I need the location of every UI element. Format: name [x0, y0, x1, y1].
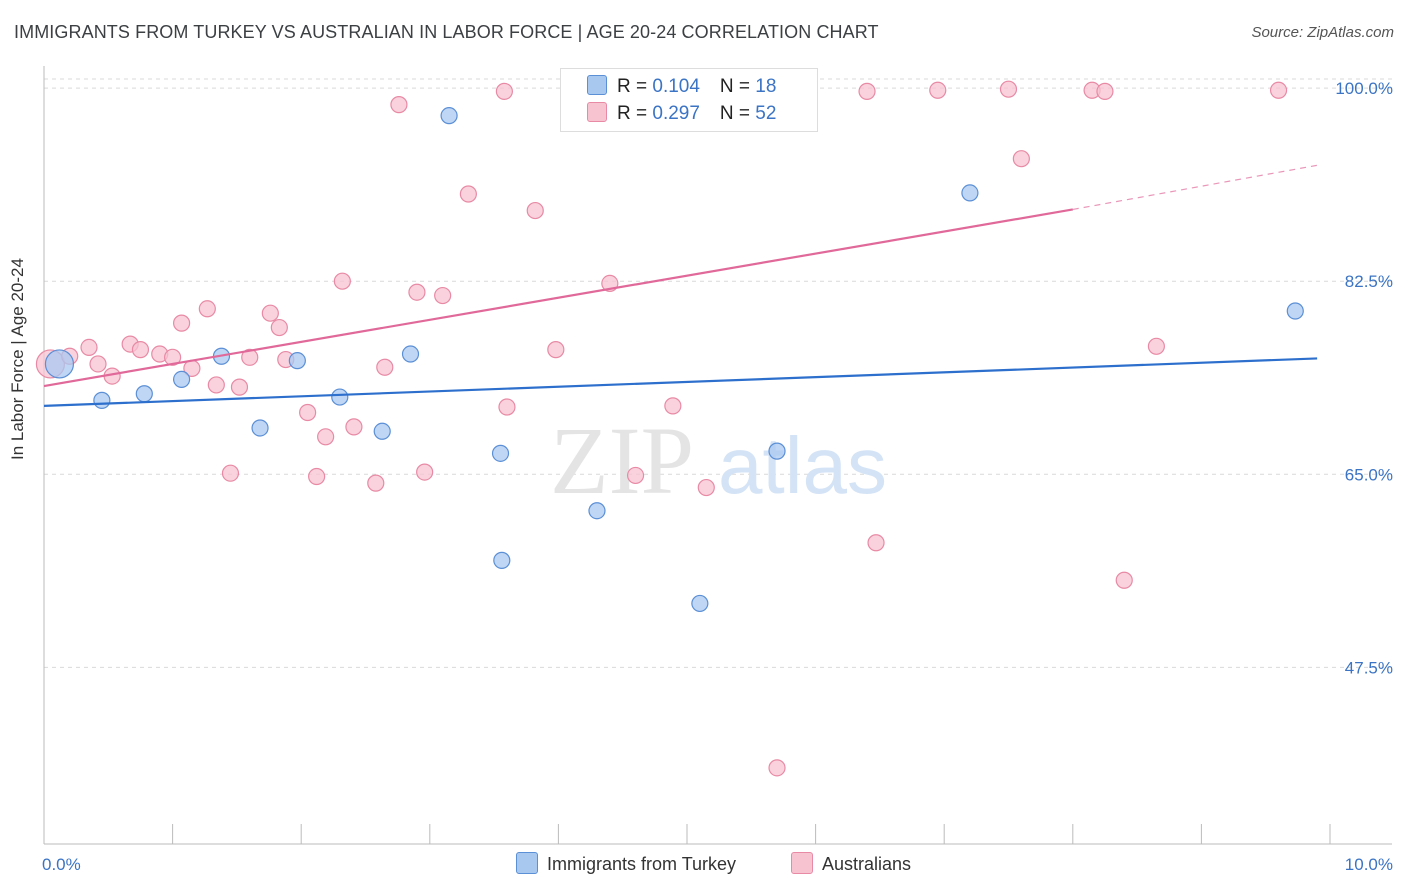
source-label: Source: ZipAtlas.com [1251, 24, 1394, 41]
australians-point [299, 403, 317, 422]
legend-item-australians[interactable]: Australians [791, 852, 911, 876]
australians-point [498, 398, 516, 416]
australians-point [929, 81, 947, 99]
y-tick-label: 82.5% [1345, 272, 1393, 291]
watermark-atlas: atlas [718, 421, 887, 510]
turkey-swatch-icon [587, 75, 607, 95]
legend-label: Australians [822, 854, 912, 874]
australians-point [308, 467, 326, 486]
turkey-point [440, 107, 458, 125]
turkey-point [251, 419, 269, 437]
n-label: N = [719, 76, 756, 97]
australians-point [345, 418, 363, 436]
australians-swatch-icon [587, 102, 607, 122]
turkey-point [768, 442, 786, 460]
n-value: 52 [755, 103, 777, 124]
stats-legend-box: R = 0.104 N = 18 R = 0.297 N = 52 [560, 68, 818, 132]
australians-point [495, 82, 513, 100]
australians-point [697, 478, 715, 497]
australians-point [164, 348, 182, 366]
r-label: R = [617, 76, 653, 97]
grid-layer [44, 78, 1392, 668]
australians-point [367, 474, 385, 492]
turkey-point [491, 444, 510, 462]
australians-point [1147, 337, 1165, 355]
turkey-point [961, 184, 979, 202]
r-label: R = [617, 103, 653, 124]
x-tick-label: 0.0% [42, 855, 81, 874]
australians-point [526, 201, 544, 220]
australians-point [241, 348, 259, 366]
turkey-point [691, 594, 709, 613]
australians-point [416, 463, 434, 481]
turkey-point [135, 385, 153, 403]
australians-point [1269, 81, 1288, 99]
australians-point [459, 185, 477, 203]
r-value: 0.104 [652, 76, 700, 97]
australians-trendline-extension [1072, 164, 1318, 211]
turkey-point [44, 349, 75, 379]
australians-point [173, 314, 191, 332]
australians-point [317, 428, 335, 446]
australians-point [768, 759, 786, 777]
chart-title: IMMIGRANTS FROM TURKEY VS AUSTRALIAN IN … [14, 22, 879, 42]
australians-point [131, 341, 150, 359]
australians-point [221, 464, 240, 482]
australians-point [270, 318, 288, 337]
australians-point [1115, 571, 1133, 589]
australians-point [261, 304, 279, 322]
y-tick-label: 47.5% [1345, 658, 1393, 677]
australians-point [664, 397, 682, 415]
turkey-point [588, 502, 606, 520]
turkey-point [1286, 302, 1304, 320]
turkey-point [493, 551, 511, 569]
australians-point [999, 80, 1018, 98]
turkey-point [331, 388, 349, 406]
y-axis-label: In Labor Force | Age 20-24 [8, 258, 27, 460]
australians-point [390, 96, 408, 114]
australians-point [207, 376, 225, 394]
points-layer [35, 80, 1304, 777]
turkey-legend-icon [516, 852, 538, 874]
australians-trendline [43, 208, 1073, 388]
australians-point [230, 378, 249, 396]
legend-item-turkey[interactable]: Immigrants from Turkey [516, 852, 736, 876]
n-value: 18 [755, 76, 777, 97]
australians-point [1012, 150, 1030, 168]
axes-layer [43, 66, 1392, 845]
tick-labels: 100.0% 82.5% 65.0% 47.5% 0.0% 10.0% [42, 79, 1393, 874]
y-tick-label: 65.0% [1345, 465, 1393, 484]
y-tick-label: 100.0% [1335, 79, 1393, 98]
turkey-point [373, 422, 391, 440]
stats-row-australians: R = 0.297 N = 52 [587, 102, 776, 126]
watermark: ZIP atlas [550, 407, 887, 514]
r-value: 0.297 [652, 103, 700, 124]
australians-point [858, 82, 876, 100]
australians-point [198, 300, 216, 318]
australians-point [408, 283, 426, 301]
australians-point [333, 272, 351, 290]
australians-point [867, 534, 885, 552]
trend-layer [43, 164, 1318, 407]
turkey-point [173, 370, 191, 389]
australians-point [547, 341, 565, 359]
watermark-zip: ZIP [550, 407, 694, 514]
n-label: N = [719, 103, 756, 124]
x-tick-label: 10.0% [1345, 855, 1393, 874]
australians-point [626, 466, 645, 485]
turkey-point [288, 352, 306, 370]
turkey-point [93, 391, 111, 409]
australians-point [80, 338, 98, 357]
australians-point [434, 286, 452, 305]
stats-row-turkey: R = 0.104 N = 18 [587, 75, 776, 99]
australians-legend-icon [791, 852, 813, 874]
turkey-point [401, 345, 420, 363]
australians-point [89, 355, 107, 373]
legend-label: Immigrants from Turkey [547, 854, 737, 874]
australians-point [376, 358, 394, 376]
australians-point [1096, 82, 1114, 100]
turkey-trendline [43, 357, 1318, 407]
